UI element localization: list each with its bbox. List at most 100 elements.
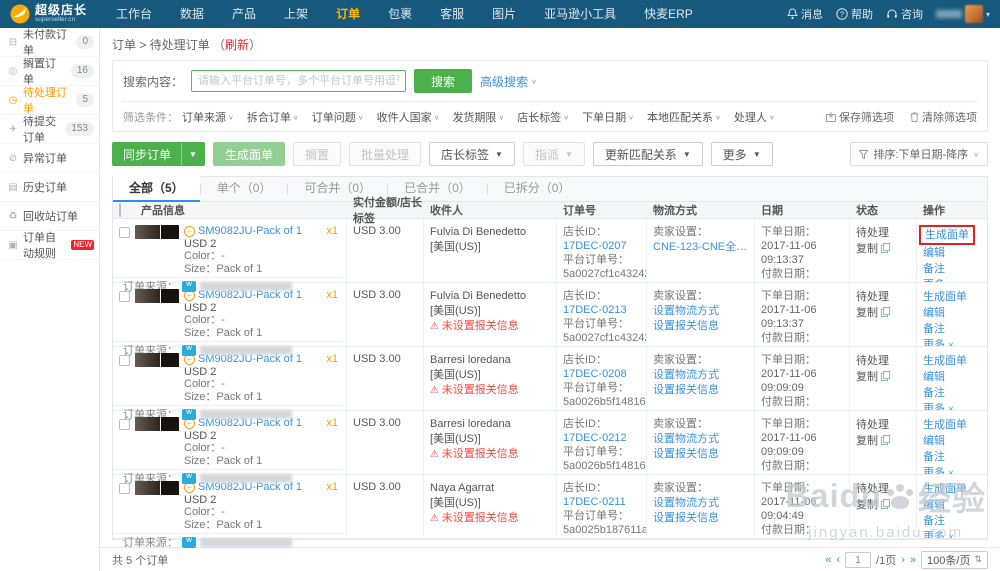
- chevron-down-icon[interactable]: ▼: [181, 143, 204, 165]
- row-checkbox[interactable]: [119, 355, 130, 366]
- row-checkbox[interactable]: [119, 291, 130, 302]
- remark-link[interactable]: 备注: [923, 387, 945, 399]
- edit-link[interactable]: 编辑: [923, 307, 945, 319]
- menu-item-orders[interactable]: 订单: [336, 7, 361, 21]
- sidebar-item-pending-orders[interactable]: ◷ 待处理订单 5: [0, 86, 99, 115]
- menu-item-data[interactable]: 数据: [180, 7, 205, 21]
- remark-link[interactable]: 备注: [923, 323, 945, 335]
- filter-handler[interactable]: 处理人 ∨: [733, 112, 775, 124]
- remark-link[interactable]: 备注: [923, 451, 945, 463]
- messages-button[interactable]: 消息: [786, 6, 823, 22]
- logistics-link-1[interactable]: CNE-123-CNE全球特惠: [653, 241, 748, 253]
- logistics-link-1[interactable]: 设置物流方式: [653, 369, 719, 381]
- save-filter-button[interactable]: 保存筛选项: [826, 109, 894, 125]
- generate-label-link[interactable]: 生成面单: [925, 229, 969, 241]
- filter-local-match[interactable]: 本地匹配关系 ∨: [647, 112, 721, 124]
- more-link[interactable]: 更多∨: [923, 277, 981, 282]
- clear-filter-button[interactable]: 清除筛选项: [910, 109, 977, 125]
- logistics-link-1[interactable]: 设置物流方式: [653, 433, 719, 445]
- row-checkbox[interactable]: [119, 483, 130, 494]
- sidebar-item-tosubmit-orders[interactable]: ✈ 待提交订单 153: [0, 115, 99, 144]
- sync-orders-button[interactable]: 同步订单 ▼: [112, 142, 205, 166]
- menu-item-amazon-tools[interactable]: 亚马逊小工具: [544, 7, 617, 21]
- logistics-link-1[interactable]: 设置物流方式: [653, 497, 719, 509]
- prev-page-button[interactable]: ‹: [836, 553, 841, 566]
- sidebar-item-unpaid-orders[interactable]: ⊟ 未付款订单 0: [0, 28, 99, 57]
- advanced-search-link[interactable]: 高级搜索 ∨: [480, 74, 537, 89]
- shop-order-id-link[interactable]: 17DEC-0207: [563, 240, 627, 252]
- hold-button[interactable]: 搁置: [292, 142, 341, 166]
- edit-link[interactable]: 编辑: [923, 435, 945, 447]
- product-name-link[interactable]: SM9082JU-Pack of 1: [198, 481, 302, 493]
- generate-label-link[interactable]: 生成面单: [923, 483, 967, 495]
- product-name-link[interactable]: SM9082JU-Pack of 1: [198, 417, 302, 429]
- select-all-checkbox[interactable]: [119, 203, 121, 217]
- sort-selector[interactable]: 排序:下单日期-降序 ∨: [850, 142, 988, 166]
- menu-item-workbench[interactable]: 工作台: [116, 7, 153, 21]
- sidebar-item-recycle-orders[interactable]: ♻ 回收站订单: [0, 202, 99, 231]
- shop-tag-button[interactable]: 店长标签 ▼: [428, 142, 515, 166]
- search-input[interactable]: [191, 70, 407, 92]
- sidebar-item-auto-rules[interactable]: ▣ 订单自动规则 NEW: [0, 231, 99, 260]
- batch-process-button[interactable]: 批量处理: [348, 142, 421, 166]
- edit-link[interactable]: 编辑: [923, 371, 945, 383]
- user-account[interactable]: ▾: [935, 5, 990, 23]
- filter-shop-tag[interactable]: 店长标签 ∨: [517, 112, 570, 124]
- shop-order-id-link[interactable]: 17DEC-0208: [563, 368, 627, 380]
- filter-split-merge[interactable]: 拆合订单 ∨: [246, 112, 299, 124]
- help-button[interactable]: ? 帮助: [836, 6, 873, 22]
- copy-link[interactable]: 复制: [856, 435, 878, 447]
- sidebar-item-abnormal-orders[interactable]: ⊘ 异常订单: [0, 144, 99, 173]
- assign-button[interactable]: 指派 ▼: [522, 142, 585, 166]
- product-name-link[interactable]: SM9082JU-Pack of 1: [198, 225, 302, 237]
- menu-item-packages[interactable]: 包裹: [388, 7, 413, 21]
- menu-item-products[interactable]: 产品: [232, 7, 257, 21]
- logistics-link-1[interactable]: 设置物流方式: [653, 305, 719, 317]
- menu-item-listing[interactable]: 上架: [284, 7, 309, 21]
- edit-link[interactable]: 编辑: [923, 499, 945, 511]
- menu-item-service[interactable]: 客服: [440, 7, 465, 21]
- first-page-button[interactable]: «: [825, 553, 832, 566]
- refresh-link[interactable]: 刷新: [225, 38, 250, 52]
- shop-order-id-link[interactable]: 17DEC-0211: [563, 496, 626, 508]
- product-name-link[interactable]: SM9082JU-Pack of 1: [198, 289, 302, 301]
- filter-order-issue[interactable]: 订单问题 ∨: [311, 112, 364, 124]
- last-page-button[interactable]: »: [909, 553, 917, 566]
- sidebar-item-history-orders[interactable]: ▤ 历史订单: [0, 173, 99, 202]
- tab-split[interactable]: 已拆分（0）: [503, 181, 571, 195]
- search-button[interactable]: 搜索: [414, 69, 473, 93]
- more-button[interactable]: 更多 ▼: [710, 142, 773, 166]
- remark-link[interactable]: 备注: [923, 515, 945, 527]
- filter-ship-deadline[interactable]: 发货期限 ∨: [452, 112, 505, 124]
- tab-all[interactable]: 全部（5）: [113, 176, 200, 202]
- generate-label-button[interactable]: 生成面单: [212, 142, 285, 166]
- filter-order-source[interactable]: 订单来源 ∨: [182, 112, 234, 124]
- copy-link[interactable]: 复制: [856, 499, 878, 511]
- consult-button[interactable]: 咨询: [886, 6, 923, 22]
- page-size-select[interactable]: 100条/页 ⇅: [921, 550, 988, 569]
- more-link[interactable]: 更多∨: [923, 337, 981, 346]
- copy-link[interactable]: 复制: [856, 371, 878, 383]
- copy-link[interactable]: 复制: [856, 243, 878, 255]
- menu-item-kuaimai-erp[interactable]: 快麦ERP: [644, 7, 693, 21]
- tab-merged[interactable]: 已合并（0）: [404, 181, 471, 195]
- sidebar-item-held-orders[interactable]: ◎ 搁置订单 16: [0, 57, 99, 86]
- menu-item-images[interactable]: 图片: [492, 7, 517, 21]
- edit-link[interactable]: 编辑: [923, 247, 945, 259]
- shop-order-id-link[interactable]: 17DEC-0213: [563, 304, 627, 316]
- page-input[interactable]: 1: [845, 551, 872, 568]
- remark-link[interactable]: 备注: [923, 263, 945, 275]
- logistics-link-2[interactable]: 设置报关信息: [653, 448, 719, 460]
- logistics-link-2[interactable]: 设置报关信息: [653, 512, 719, 524]
- generate-label-link[interactable]: 生成面单: [923, 419, 967, 431]
- update-match-button[interactable]: 更新匹配关系 ▼: [592, 142, 703, 166]
- tab-single[interactable]: 单个（0）: [216, 181, 272, 195]
- tab-mergeable[interactable]: 可合并（0）: [304, 181, 372, 195]
- logistics-link-2[interactable]: 设置报关信息: [653, 384, 719, 396]
- next-page-button[interactable]: ›: [901, 553, 905, 566]
- row-checkbox[interactable]: [119, 419, 130, 430]
- filter-receiver-country[interactable]: 收件人国家 ∨: [376, 112, 440, 124]
- more-link[interactable]: 更多∨: [923, 529, 981, 538]
- product-name-link[interactable]: SM9082JU-Pack of 1: [198, 353, 302, 365]
- generate-label-link[interactable]: 生成面单: [923, 355, 967, 367]
